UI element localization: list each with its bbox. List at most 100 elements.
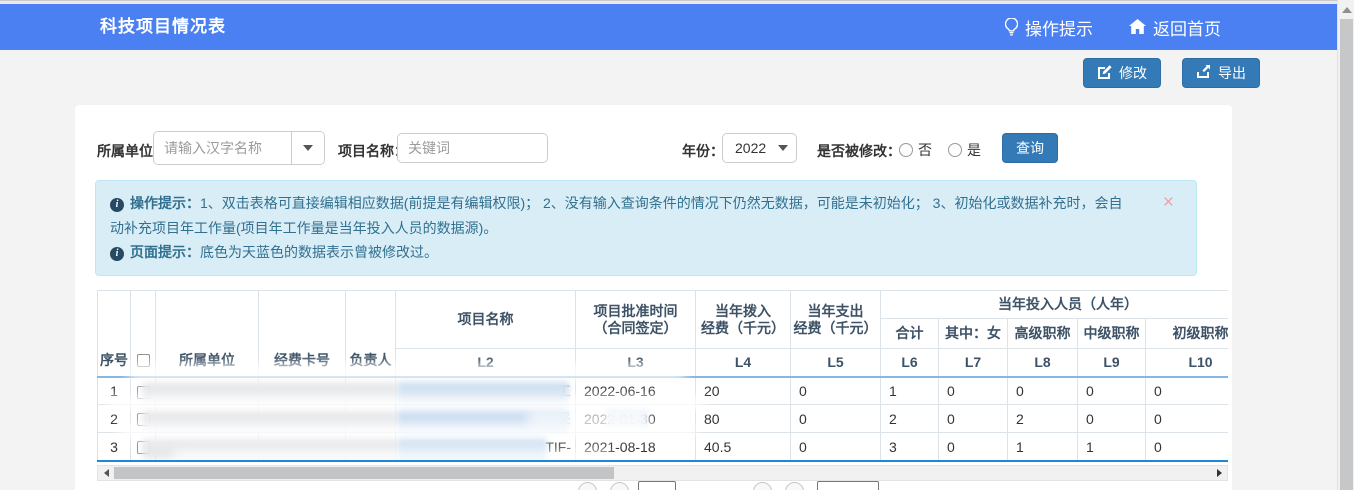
cell-checkbox [130,376,156,405]
row-checkbox[interactable] [136,441,150,455]
alert-line2-title: 页面提示： [130,244,200,260]
cell-project: 数据采 [395,404,576,433]
horizontal-scrollbar[interactable] [97,465,1228,481]
radio-option-yes[interactable]: 是 [948,140,981,160]
row-checkbox[interactable] [136,413,150,427]
export-button[interactable]: 导出 [1182,58,1260,88]
project-fragment: 数据采 [529,410,571,427]
level-label-l5: L5 [790,348,881,378]
level-label-l9: L9 [1077,348,1146,378]
col-header-unit: 所属单位 [155,290,259,378]
cell-leader [345,404,396,433]
alert-line-2: i 页面提示：底色为天蓝色的数据表示曾被修改过。 [110,240,1136,265]
search-button[interactable]: 查询 [1002,133,1058,163]
cell-project: TIF- [395,432,576,460]
radio-icon [899,143,913,157]
cell-project: 工 [395,376,576,405]
year-filter-label: 年份： [682,143,724,159]
cell-senior: 1 [1007,432,1078,460]
home-icon [1129,19,1146,35]
vertical-scrollbar-thumb[interactable] [1340,19,1353,490]
vertical-scrollbar[interactable] [1337,0,1354,490]
row-checkbox[interactable] [136,385,150,399]
pagination-size-select[interactable] [817,481,879,490]
cell-spend: 0 [790,432,881,460]
alert-line-1: i 操作提示：1、双击表格可直接编辑相应数据(前提是有编辑权限)； 2、没有输入查… [110,191,1136,240]
nav-tips[interactable]: 操作提示 [1005,15,1093,40]
alert-line1-body: 1、双击表格可直接编辑相应数据(前提是有编辑权限)； 2、没有输入查询条件的情况… [110,195,1123,236]
col-header-alloc: 当年拨入 经费（千元） [695,290,791,349]
table-row[interactable]: 3 TIF- 2021-08-18 40.5 0 3 0 1 1 0 [97,432,1228,460]
cell-index: 1 [97,376,131,405]
horizontal-scrollbar-thumb[interactable] [114,467,614,479]
nav-tips-label: 操作提示 [1025,19,1093,39]
table-row[interactable]: 1 工 2022-06-16 20 0 1 0 0 0 0 [97,376,1228,405]
cell-total: 3 [880,432,939,460]
cell-alloc: 20 [695,376,791,405]
cell-senior: 2 [1007,404,1078,433]
project-fragment: TIF- [545,438,571,455]
spend-line2: 经费（千元） [793,319,878,336]
alloc-line2: 经费（千元） [701,319,785,336]
year-select[interactable]: 2022 [722,133,797,163]
toolbar: 修改 导出 [1083,58,1260,88]
col-group-personnel: 当年投入人员（人年） [879,290,1228,319]
cell-total: 1 [880,376,939,405]
col-header-card: 经费卡号 [258,290,346,378]
export-icon [1196,64,1211,82]
unit-combobox [153,131,325,165]
col-header-junior: 初级职称 [1144,318,1228,349]
lightbulb-icon [1005,18,1018,36]
approve-date-line1: 项目批准时间 [593,302,678,319]
cell-approve-date: 2021-08-18 [575,432,696,460]
edit-button[interactable]: 修改 [1083,58,1161,88]
level-label-l7: L7 [938,348,1008,378]
level-label-l2: L2 [395,348,576,378]
cell-alloc: 80 [695,404,791,433]
triangle-up-icon [1341,6,1352,13]
cell-index: 2 [97,404,131,433]
cell-senior: 0 [1007,376,1078,405]
scroll-left-button[interactable] [99,466,113,480]
project-fragment: 工 [557,382,571,399]
data-table-wrapper: 序号 所属单位 经费卡号 负责人 项目名称 项目批准时间 （合同签定） 当年拨入… [97,290,1228,462]
radio-option-no[interactable]: 否 [899,140,932,160]
unit-input[interactable] [154,132,291,164]
col-header-female: 其中：女 [938,318,1008,349]
level-label-l4: L4 [695,348,791,378]
cell-middle: 0 [1077,376,1146,405]
radio-icon [948,143,962,157]
cell-total: 2 [880,404,939,433]
cell-middle: 0 [1077,404,1146,433]
table-row[interactable]: 2 数据采 2022-01-30 80 0 2 0 2 0 0 [97,404,1228,433]
col-header-project: 项目名称 [395,290,576,349]
level-label-l6: L6 [880,348,939,378]
cell-unit [155,404,259,433]
col-header-middle: 中级职称 [1077,318,1146,349]
top-strip [0,0,1354,4]
page-title: 科技项目情况表 [100,17,226,36]
col-header-total: 合计 [880,318,939,349]
nav-home-label: 返回首页 [1153,19,1221,39]
pagination-page-input[interactable] [638,481,676,490]
close-icon[interactable]: × [1162,192,1174,213]
col-header-spend: 当年支出 经费（千元） [790,290,881,349]
scroll-up-button[interactable] [1339,2,1354,17]
col-header-leader: 负责人 [345,290,396,378]
cell-card [258,376,346,405]
cell-card [258,404,346,433]
cell-female: 0 [938,376,1008,405]
select-all-checkbox[interactable] [136,354,150,368]
level-label-l10: L10 [1144,348,1228,378]
scroll-right-button[interactable] [1212,466,1226,480]
nav-home[interactable]: 返回首页 [1129,15,1221,40]
col-header-approve-date: 项目批准时间 （合同签定） [575,290,696,349]
cell-spend: 0 [790,404,881,433]
project-filter-label: 项目名称： [338,143,408,159]
cell-middle: 1 [1077,432,1146,460]
alert-line1-title: 操作提示： [130,195,200,211]
project-name-input[interactable] [397,133,548,163]
col-header-index: 序号 [97,290,131,378]
unit-dropdown-button[interactable] [291,132,324,164]
col-header-senior: 高级职称 [1007,318,1078,349]
